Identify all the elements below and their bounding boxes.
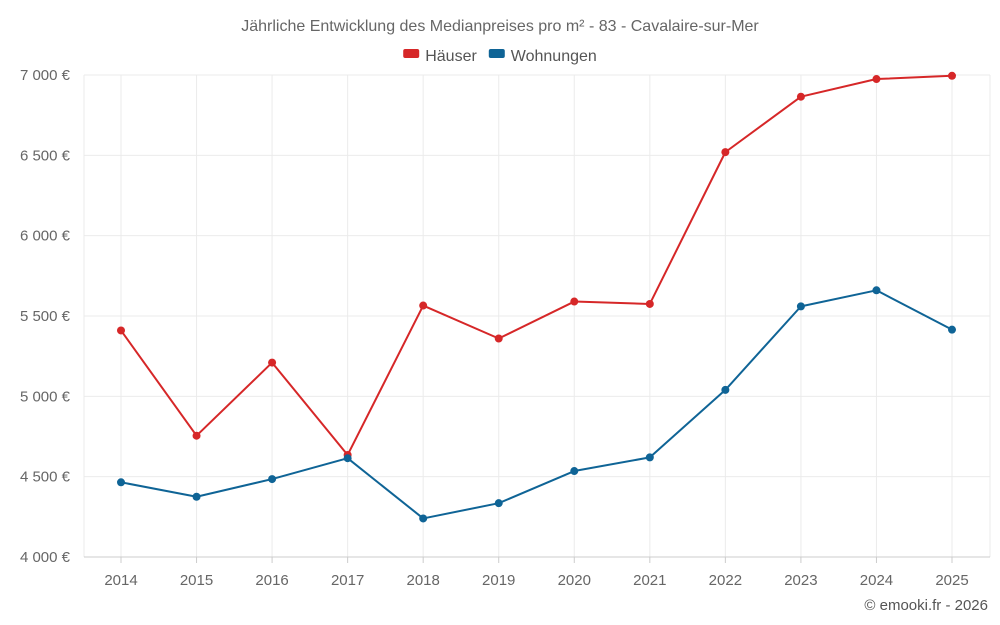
- data-point[interactable]: [192, 492, 201, 501]
- y-tick-label: 4 000 €: [20, 549, 71, 566]
- data-point[interactable]: [192, 431, 201, 440]
- legend-label: Häuser: [425, 48, 477, 65]
- x-tick-label: 2018: [406, 572, 439, 589]
- legend-item[interactable]: Häuser: [403, 48, 477, 65]
- y-tick-label: 5 500 €: [20, 308, 71, 325]
- data-point[interactable]: [419, 301, 428, 310]
- data-point[interactable]: [645, 453, 654, 462]
- data-point[interactable]: [268, 358, 277, 367]
- data-point[interactable]: [948, 325, 956, 334]
- x-tick-label: 2017: [331, 572, 364, 589]
- x-tick-label: 2016: [255, 572, 288, 589]
- data-point[interactable]: [419, 514, 428, 523]
- data-point[interactable]: [570, 467, 579, 476]
- data-point[interactable]: [796, 302, 805, 311]
- x-tick-label: 2015: [180, 572, 213, 589]
- data-point[interactable]: [796, 92, 805, 101]
- x-tick-label: 2019: [482, 572, 515, 589]
- y-tick-label: 5 000 €: [20, 388, 71, 405]
- legend-swatch: [403, 49, 420, 58]
- series-Häuser: [117, 71, 956, 459]
- x-tick-label: 2021: [633, 572, 666, 589]
- y-tick-label: 4 500 €: [20, 469, 71, 486]
- legend-swatch: [488, 49, 505, 58]
- y-tick-label: 6 000 €: [20, 228, 71, 245]
- data-point[interactable]: [721, 148, 730, 157]
- data-point[interactable]: [948, 71, 956, 80]
- x-tick-label: 2024: [860, 572, 893, 589]
- data-point[interactable]: [721, 385, 730, 394]
- x-tick-label: 2014: [104, 572, 137, 589]
- data-point[interactable]: [268, 475, 277, 484]
- x-tick-label: 2020: [558, 572, 591, 589]
- data-point[interactable]: [117, 478, 125, 487]
- y-tick-label: 7 000 €: [20, 67, 71, 84]
- data-point[interactable]: [494, 334, 503, 343]
- data-point[interactable]: [872, 75, 881, 84]
- series-layer: [117, 71, 956, 523]
- x-tick-label: 2023: [784, 572, 817, 589]
- data-point[interactable]: [570, 297, 579, 306]
- data-point[interactable]: [494, 499, 503, 508]
- data-point[interactable]: [343, 454, 352, 463]
- grid: [83, 74, 991, 558]
- series-Wohnungen: [117, 286, 956, 523]
- x-tick-label: 2022: [709, 572, 742, 589]
- y-tick-label: 6 500 €: [20, 147, 71, 164]
- data-point[interactable]: [645, 299, 654, 308]
- series-line: [120, 289, 953, 520]
- legend-item[interactable]: Wohnungen: [488, 48, 597, 65]
- legend-label: Wohnungen: [511, 48, 597, 65]
- axes: 4 000 € 4 500 € 5 000 € 5 500 € 6 000 € 6 500…: [20, 67, 990, 589]
- data-point[interactable]: [872, 286, 881, 295]
- chart-title: Jährliche Entwicklung des Medianpreises …: [241, 18, 759, 35]
- credit-text: © emooki.fr - 2026: [864, 597, 988, 614]
- data-point[interactable]: [117, 326, 125, 335]
- series-line: [120, 74, 953, 456]
- x-tick-label: 2025: [935, 572, 968, 589]
- legend: Häuser Wohnungen: [403, 48, 597, 65]
